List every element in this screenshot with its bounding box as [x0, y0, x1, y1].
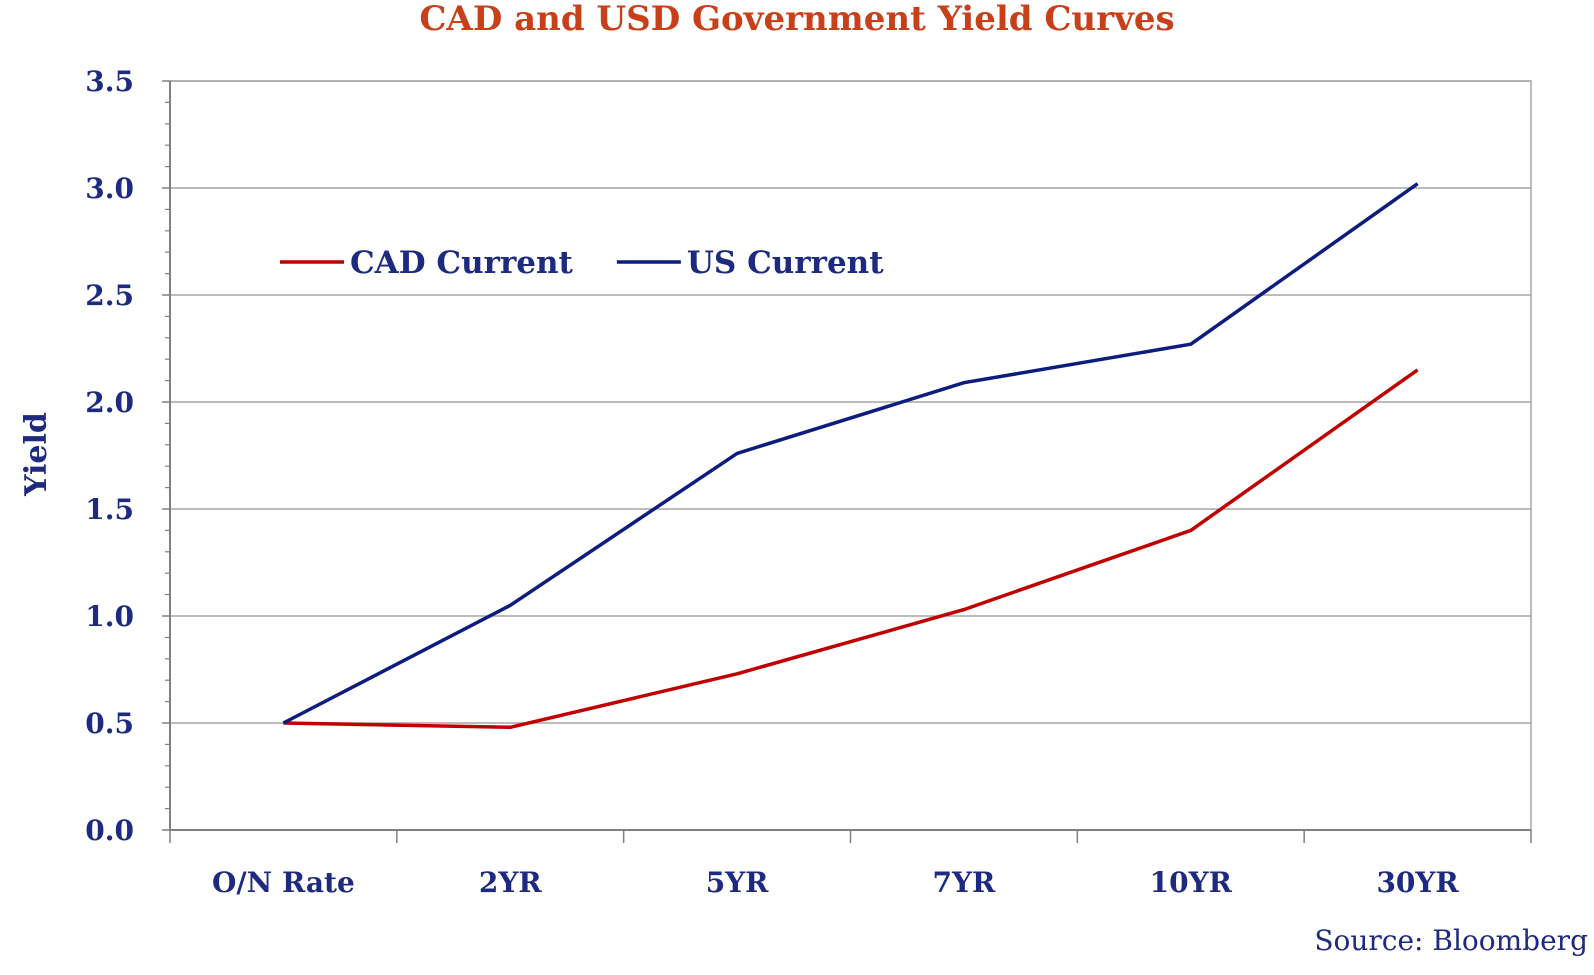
axes	[162, 80, 1532, 843]
legend-label: US Current	[687, 245, 884, 281]
y-tick-label: 0.5	[85, 707, 134, 740]
y-tick-label: 0.0	[85, 814, 134, 847]
y-tick-label: 3.5	[85, 65, 134, 98]
x-tick-label: 30YR	[1376, 866, 1459, 899]
x-tick-label: 2YR	[479, 866, 542, 899]
chart-title: CAD and USD Government Yield Curves	[419, 0, 1174, 39]
gridlines	[170, 80, 1531, 724]
y-tick-label: 1.5	[85, 493, 134, 526]
source-note: Source: Bloomberg	[1314, 924, 1588, 957]
y-tick-label: 3.0	[85, 172, 134, 205]
x-tick-label: O/N Rate	[212, 866, 355, 899]
plot-border	[169, 80, 1532, 831]
y-tick-labels: 0.0 0.5 1.0 1.5 2.0 2.5 3.0 3.5	[85, 65, 134, 847]
series-line-us-current	[282, 182, 1419, 725]
y-tick-label: 2.0	[85, 386, 134, 419]
x-tick-label: 5YR	[706, 866, 769, 899]
legend-label: CAD Current	[350, 245, 574, 281]
y-tick-label: 2.5	[85, 279, 134, 312]
x-tick-labels: O/N Rate 2YR 5YR 7YR 10YR 30YR	[212, 866, 1459, 899]
x-tick-label: 10YR	[1150, 866, 1233, 899]
x-tick-label: 7YR	[933, 866, 996, 899]
y-axis-title: Yield	[19, 412, 54, 497]
legend: CAD Current US Current	[280, 245, 884, 281]
series-line-cad-current	[283, 368, 1419, 730]
y-tick-label: 1.0	[85, 600, 134, 633]
series-lines	[282, 182, 1419, 730]
